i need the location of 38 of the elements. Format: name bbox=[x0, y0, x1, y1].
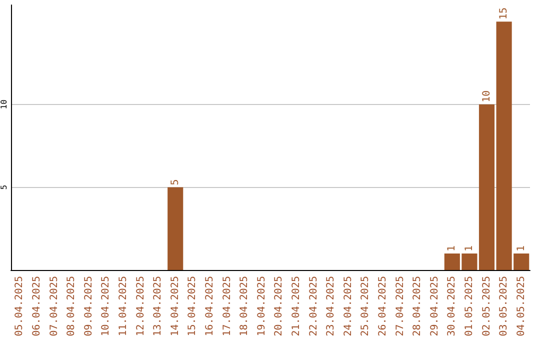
x-tick-label: 18.04.2025 bbox=[239, 276, 250, 336]
x-tick-label: 24.04.2025 bbox=[342, 276, 354, 336]
x-tick-label: 08.04.2025 bbox=[66, 276, 78, 336]
x-tick-label: 03.05.2025 bbox=[498, 276, 510, 336]
x-tick-label: 05.04.2025 bbox=[14, 276, 26, 336]
data-label: 1 bbox=[516, 245, 527, 252]
x-tick-label: 17.04.2025 bbox=[222, 276, 233, 336]
x-tick-label: 12.04.2025 bbox=[135, 276, 146, 336]
x-tick-label: 13.04.2025 bbox=[152, 276, 164, 336]
data-label: 1 bbox=[446, 245, 458, 252]
x-tick-label: 22.04.2025 bbox=[308, 276, 320, 336]
x-tick-label: 14.04.2025 bbox=[170, 276, 181, 336]
x-tick-label: 19.04.2025 bbox=[256, 276, 268, 336]
data-label: 10 bbox=[481, 90, 492, 102]
data-label: 15 bbox=[498, 8, 510, 20]
data-label: 5 bbox=[170, 179, 181, 186]
x-tick-label: 09.04.2025 bbox=[83, 276, 94, 336]
data-label: 1 bbox=[464, 245, 475, 252]
x-tick-label: 01.05.2025 bbox=[464, 276, 475, 336]
x-tick-label: 10.04.2025 bbox=[100, 276, 112, 336]
x-tick-label: 11.04.2025 bbox=[118, 276, 129, 336]
x-tick-label: 02.05.2025 bbox=[481, 276, 492, 336]
x-tick-label: 26.04.2025 bbox=[377, 276, 388, 336]
x-tick-label: 27.04.2025 bbox=[394, 276, 406, 336]
x-tick-label: 07.04.2025 bbox=[48, 276, 60, 336]
x-tick-label: 15.04.2025 bbox=[187, 276, 198, 336]
x-tick-label: 28.04.2025 bbox=[412, 276, 424, 336]
x-tick-label: 21.04.2025 bbox=[290, 276, 302, 336]
x-tick-label: 06.04.2025 bbox=[31, 276, 42, 336]
x-tick-label: 04.05.2025 bbox=[516, 276, 527, 336]
x-tick-label: 16.04.2025 bbox=[204, 276, 216, 336]
bar bbox=[168, 187, 184, 270]
x-tick-label: 29.04.2025 bbox=[429, 276, 440, 336]
x-tick-label: 30.04.2025 bbox=[446, 276, 458, 336]
x-tick-label: 20.04.2025 bbox=[274, 276, 285, 336]
x-tick-label: 25.04.2025 bbox=[360, 276, 372, 336]
bar bbox=[478, 104, 495, 270]
x-tick-label: 23.04.2025 bbox=[326, 276, 337, 336]
